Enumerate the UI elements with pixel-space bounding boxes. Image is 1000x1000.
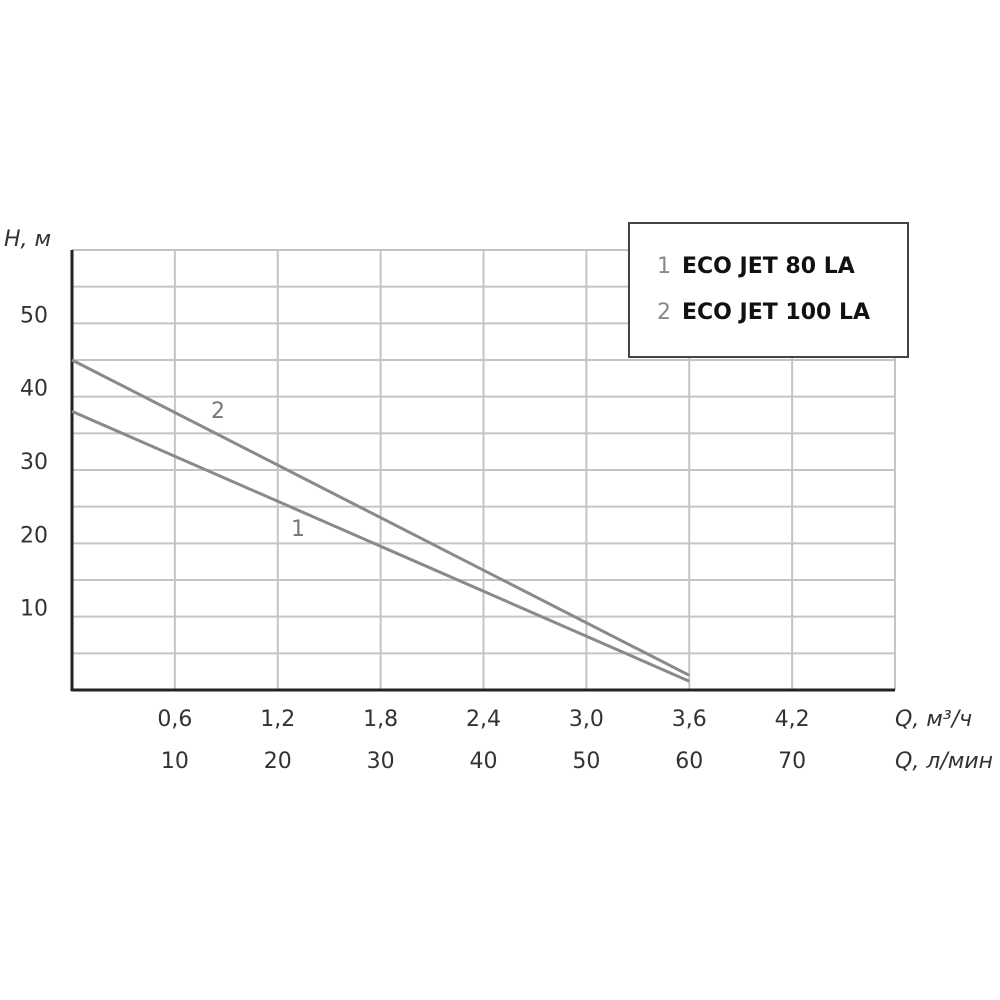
x2-axis-label: Q, л/мин xyxy=(895,749,993,774)
x-tick-label: 3,6 xyxy=(672,707,707,732)
curve-label: 2 xyxy=(211,399,225,424)
legend-number: 2 xyxy=(657,300,671,325)
curve-label: 1 xyxy=(291,517,305,542)
legend-box xyxy=(628,222,909,358)
x-tick-label: 1,8 xyxy=(363,707,398,732)
y-tick-label: 50 xyxy=(20,303,48,328)
x-tick-label: 3,0 xyxy=(569,707,604,732)
x2-tick-label: 60 xyxy=(675,749,703,774)
x2-tick-label: 40 xyxy=(470,749,498,774)
series-line xyxy=(71,409,690,683)
legend-label: ECO JET 80 LA xyxy=(682,254,855,279)
x-tick-label: 2,4 xyxy=(466,707,501,732)
x2-tick-label: 70 xyxy=(778,749,806,774)
legend-label: ECO JET 100 LA xyxy=(682,300,870,325)
y-axis-label: H, м xyxy=(4,227,51,252)
x-axis-label: Q, м³/ч xyxy=(895,707,972,732)
x-tick-label: 4,2 xyxy=(775,707,810,732)
x2-tick-label: 30 xyxy=(367,749,395,774)
y-tick-label: 20 xyxy=(20,523,48,548)
legend-number: 1 xyxy=(657,254,671,279)
x2-tick-label: 10 xyxy=(161,749,189,774)
x2-tick-label: 20 xyxy=(264,749,292,774)
y-tick-label: 30 xyxy=(20,450,48,475)
x-tick-label: 0,6 xyxy=(157,707,192,732)
x-tick-label: 1,2 xyxy=(260,707,295,732)
y-tick-label: 10 xyxy=(20,597,48,622)
series-line xyxy=(71,358,690,677)
x2-tick-label: 50 xyxy=(572,749,600,774)
y-tick-label: 40 xyxy=(20,377,48,402)
